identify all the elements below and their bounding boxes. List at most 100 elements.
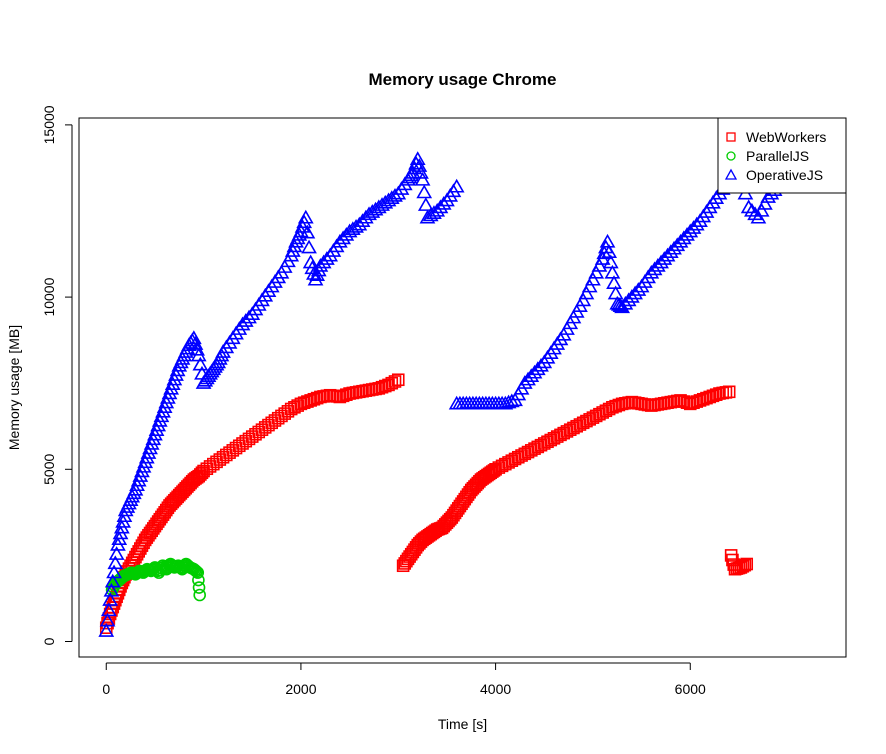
data-point [135, 458, 152, 473]
legend-label: WebWorkers [746, 129, 826, 145]
data-point [380, 192, 397, 207]
data-point [268, 414, 282, 427]
data-point [156, 399, 173, 413]
data-point [142, 440, 158, 455]
data-point [409, 151, 426, 166]
data-point [724, 549, 738, 562]
legend-label: OperativeJS [746, 167, 823, 183]
data-point [307, 271, 324, 286]
data-point [107, 555, 124, 570]
data-point [168, 367, 184, 381]
data-point [153, 408, 170, 423]
data-point [630, 282, 647, 296]
data-point [138, 449, 155, 464]
data-point [585, 271, 601, 286]
data-point [417, 197, 434, 211]
data-point [744, 202, 760, 217]
data-point [344, 221, 361, 236]
data-point [245, 430, 259, 443]
data-point [416, 184, 433, 199]
data-point [666, 240, 682, 255]
data-point [106, 564, 122, 579]
data-point [288, 401, 301, 414]
data-point [533, 357, 549, 372]
data-point [520, 371, 536, 386]
data-point [203, 460, 217, 473]
x-axis-title: Time [s] [438, 716, 487, 732]
data-point [100, 602, 117, 617]
x-tick-label: 0 [102, 681, 110, 697]
data-point [687, 396, 700, 410]
data-point [312, 257, 329, 272]
data-point [134, 463, 150, 478]
data-point [391, 373, 405, 387]
data-point [419, 209, 436, 224]
data-point [104, 573, 121, 588]
data-point [331, 233, 348, 248]
legend-item: ParallelJS [726, 148, 809, 164]
data-point [169, 362, 186, 377]
data-point [601, 244, 618, 258]
data-point [757, 195, 773, 210]
data-point [614, 299, 631, 314]
data-point [588, 264, 605, 279]
data-point [310, 391, 324, 405]
data-point [388, 375, 402, 388]
data-point [503, 393, 520, 408]
data-point [679, 226, 695, 241]
x-tick-label: 6000 [675, 681, 706, 697]
data-point [740, 557, 754, 571]
data-point [213, 453, 227, 466]
data-point [164, 376, 181, 391]
data-point [286, 238, 303, 253]
y-tick-label: 5000 [41, 454, 57, 485]
data-point [361, 206, 377, 221]
data-point [370, 199, 387, 214]
data-point [294, 397, 308, 411]
data-point [216, 450, 230, 464]
y-axis: 0 5000 10000 15000 [41, 105, 73, 645]
data-point [656, 251, 673, 265]
data-point [726, 553, 739, 567]
data-point [166, 371, 183, 386]
data-point [301, 239, 317, 254]
legend-box [717, 117, 847, 194]
data-point [151, 412, 168, 427]
data-point [335, 230, 351, 245]
data-point [127, 481, 144, 496]
data-point [102, 592, 119, 606]
data-point [411, 158, 428, 172]
data-point [103, 582, 120, 597]
data-point [497, 395, 514, 410]
data-point [378, 379, 392, 393]
data-point [680, 396, 694, 410]
data-point [310, 262, 327, 277]
data-point [406, 160, 423, 175]
data-point [223, 446, 236, 459]
data-point [753, 202, 770, 217]
data-point [690, 395, 704, 408]
data-point [258, 421, 272, 434]
data-point [413, 164, 429, 179]
data-point [607, 285, 624, 300]
x-tick-label: 4000 [480, 681, 511, 697]
data-point [429, 202, 446, 217]
data-point [385, 376, 399, 390]
data-point [226, 444, 240, 457]
data-point [108, 546, 125, 560]
data-point [229, 441, 243, 455]
data-point [602, 254, 619, 269]
data-point [160, 390, 176, 404]
data-point [700, 391, 713, 405]
data-point [747, 206, 764, 221]
data-point [275, 409, 288, 423]
data-point [307, 392, 321, 406]
legend-marker-circle [726, 151, 736, 161]
data-point [685, 220, 702, 234]
data-point [190, 565, 203, 578]
data-point [646, 261, 663, 276]
data-point [98, 623, 115, 637]
data-point [500, 394, 517, 409]
data-point [669, 237, 686, 252]
